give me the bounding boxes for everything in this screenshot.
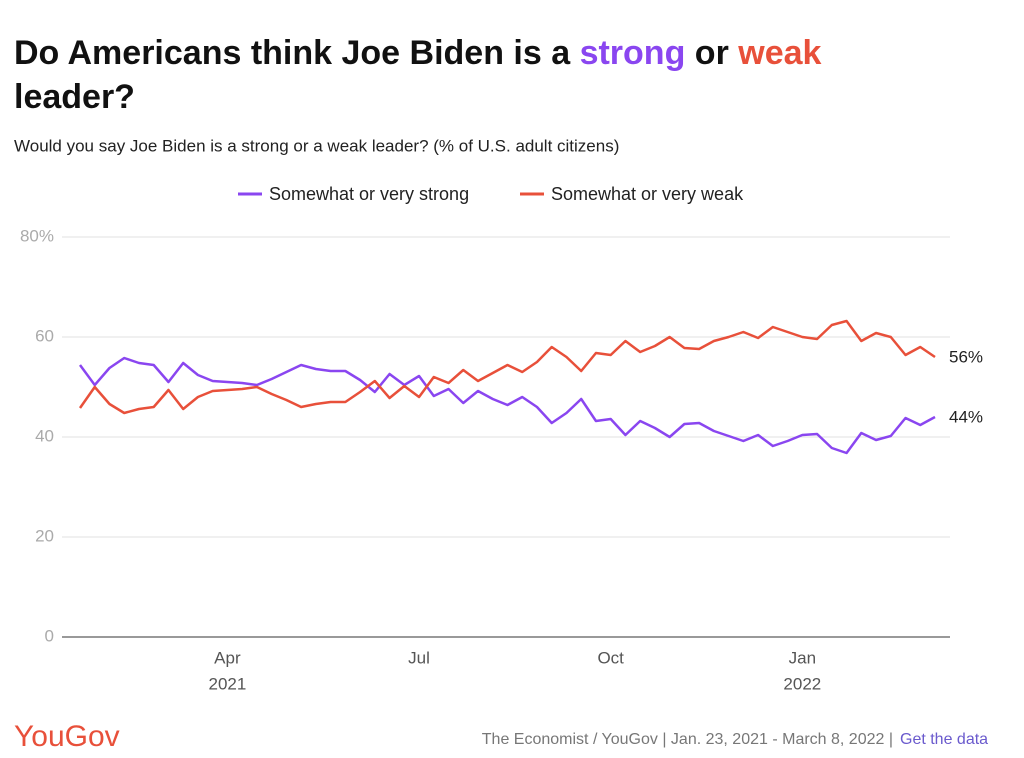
- title-part: or: [685, 34, 738, 72]
- title-part: strong: [580, 34, 686, 72]
- chart-title: Do Americans think Joe Biden is a strong…: [14, 34, 822, 72]
- x-tick-label: Jan: [789, 648, 816, 667]
- series-line: [78, 356, 936, 455]
- x-tick-label: Oct: [597, 648, 624, 667]
- x-tick-label: Apr: [214, 648, 241, 667]
- source: The Economist / YouGov | Jan. 23, 2021 -…: [482, 731, 893, 748]
- chart-title: leader?: [14, 78, 135, 116]
- legend-label: Somewhat or very weak: [551, 184, 744, 204]
- logo: YouGov: [14, 720, 120, 753]
- end-label: 44%: [949, 407, 983, 426]
- end-label: 56%: [949, 347, 983, 366]
- y-tick-label: 0: [45, 626, 54, 645]
- y-tick-label: 80%: [20, 226, 54, 245]
- data-link[interactable]: Get the data: [900, 731, 988, 748]
- subtitle: Would you say Joe Biden is a strong or a…: [14, 136, 619, 155]
- series-line: [78, 319, 936, 415]
- title-part: leader?: [14, 78, 135, 116]
- x-tick-label: Jul: [408, 648, 430, 667]
- x-tick-sublabel: 2022: [783, 674, 821, 693]
- y-tick-label: 20: [35, 526, 54, 545]
- y-tick-label: 60: [35, 326, 54, 345]
- title-part: weak: [737, 34, 821, 72]
- y-tick-label: 40: [35, 426, 54, 445]
- legend-label: Somewhat or very strong: [269, 184, 469, 204]
- x-tick-sublabel: 2021: [208, 674, 246, 693]
- title-part: Do Americans think Joe Biden is a: [14, 34, 580, 72]
